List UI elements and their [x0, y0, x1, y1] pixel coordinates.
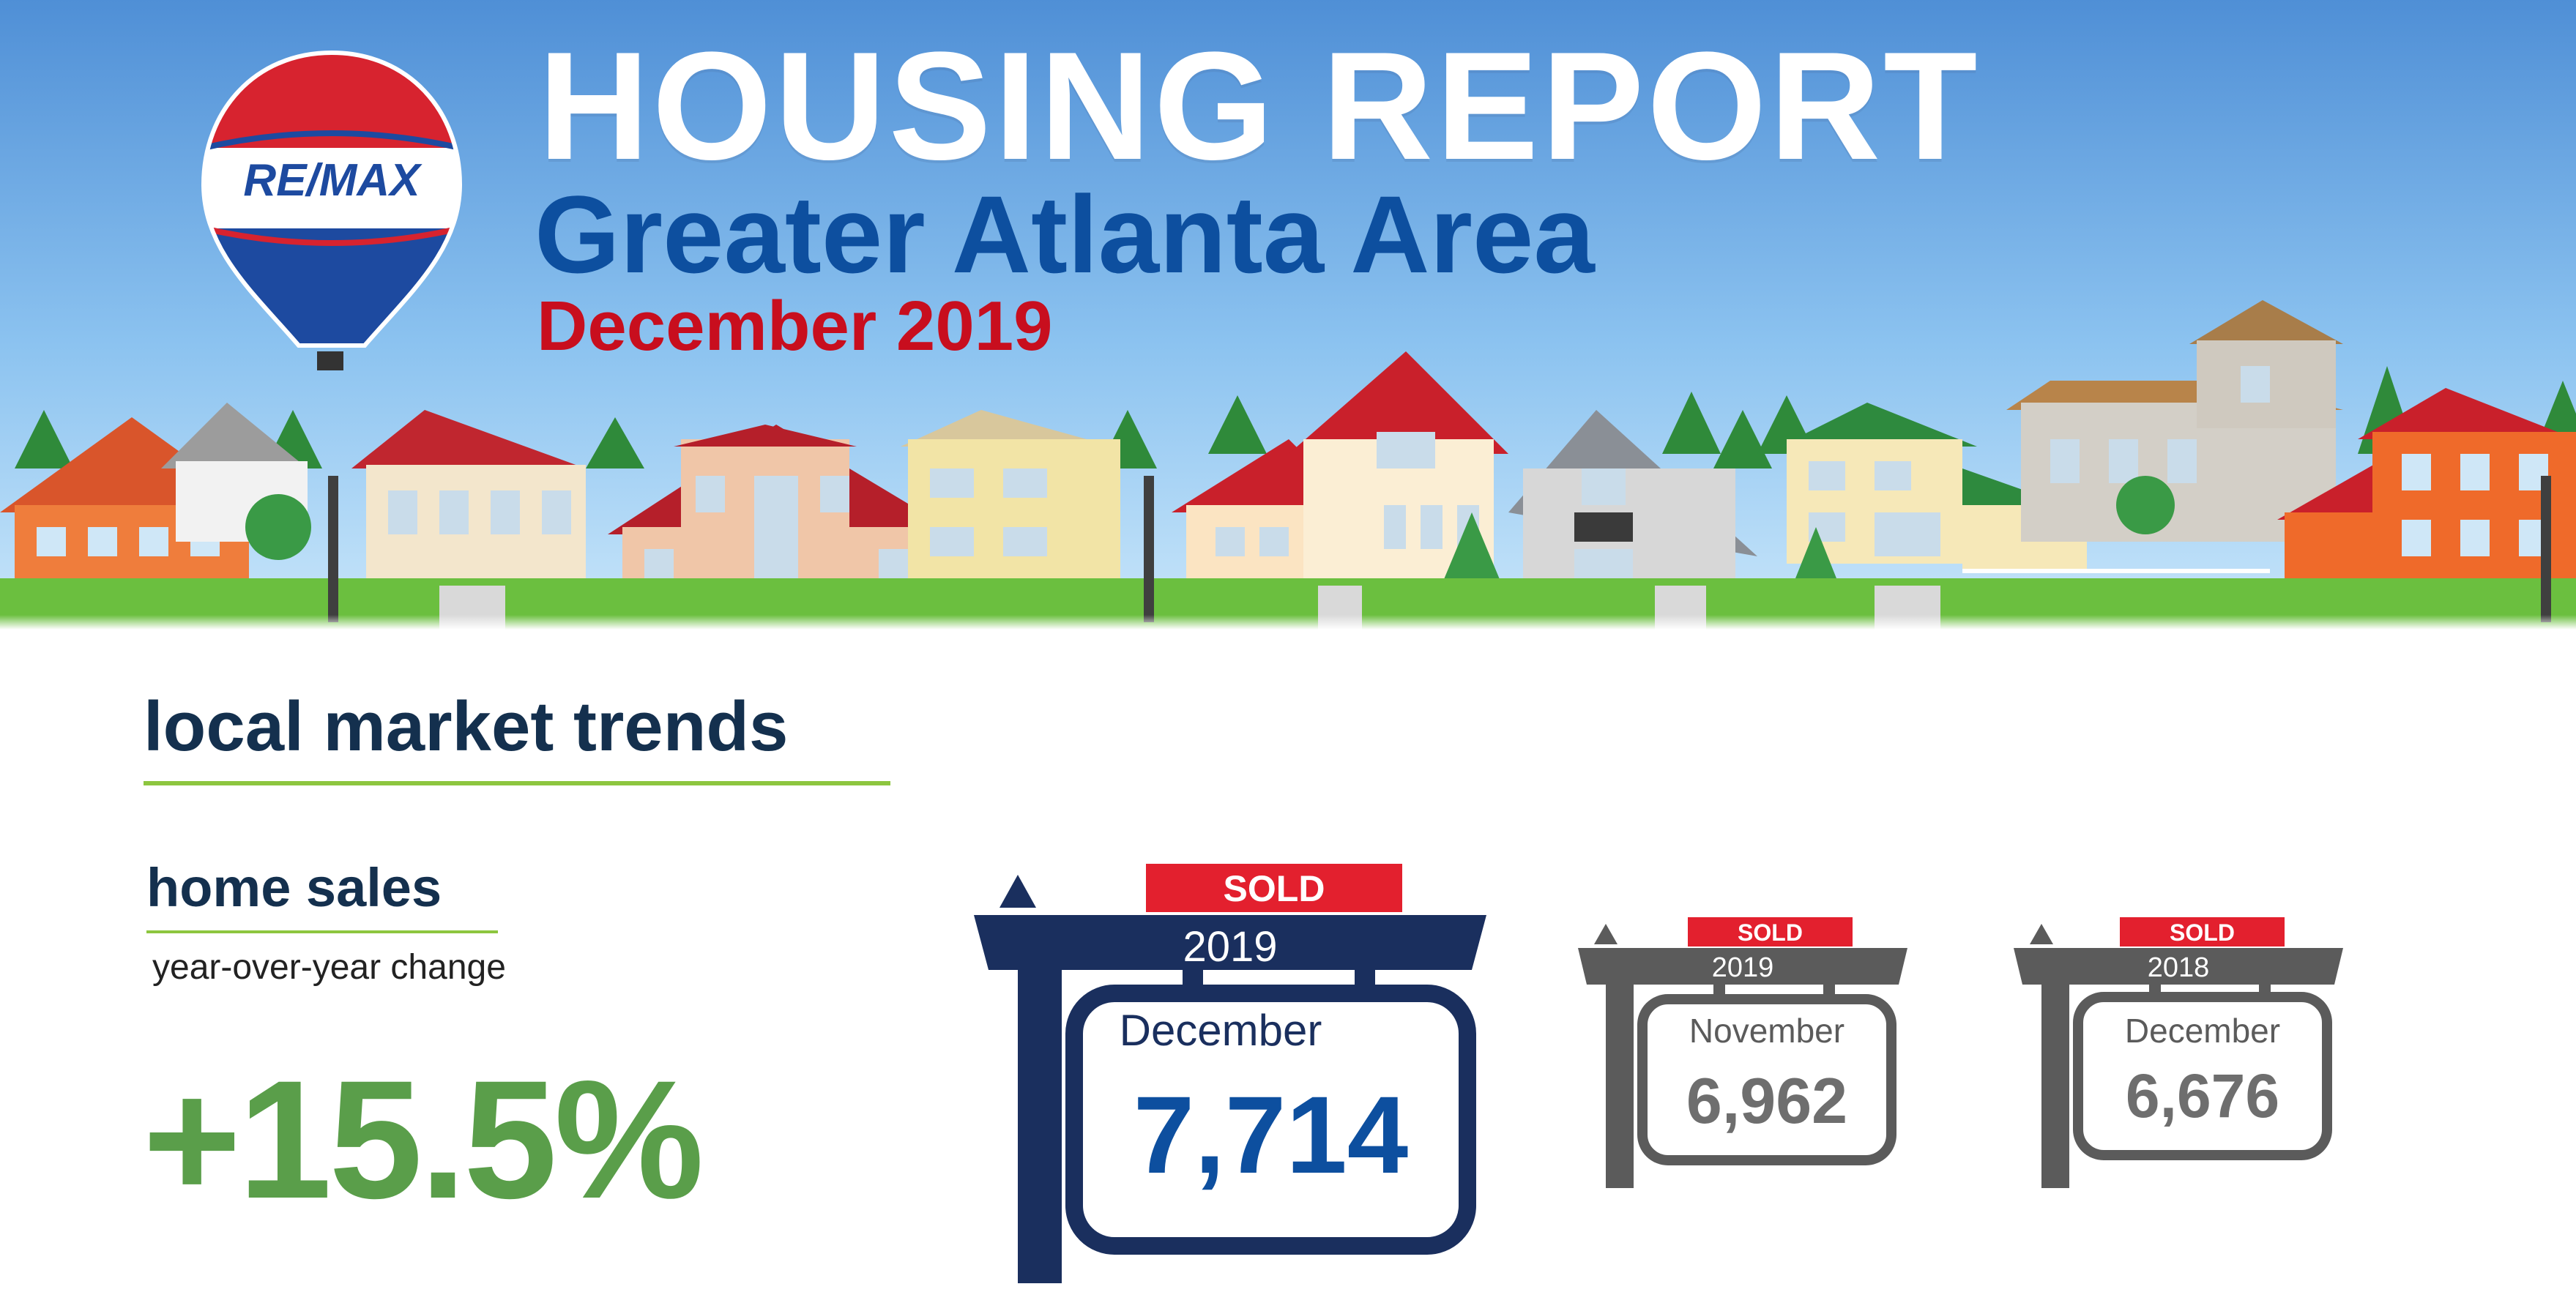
sign-month: November — [1689, 1012, 1845, 1050]
sign-post-graphic — [974, 864, 1486, 1283]
subsection-title: home sales — [146, 857, 442, 918]
sign-year: 2019 — [1711, 952, 1774, 983]
section-divider — [144, 781, 890, 785]
sign-year: 2018 — [2147, 952, 2210, 983]
sign-year: 2019 — [1183, 923, 1278, 971]
sign-value: 6,962 — [1686, 1064, 1848, 1137]
sign-month: December — [2124, 1012, 2281, 1050]
logo-text: RE/MAX — [243, 155, 422, 206]
sign-value: 7,714 — [1133, 1073, 1409, 1196]
report-date: December 2019 — [537, 287, 1053, 365]
remax-logo: RE/MAX — [196, 45, 467, 382]
house-illustrations — [0, 300, 2576, 608]
sold-sign-december-2018: SOLD 2018 December 6,676 — [2014, 915, 2343, 1190]
report-title: HOUSING REPORT — [538, 20, 1981, 192]
region-subtitle: Greater Atlanta Area — [535, 173, 1595, 296]
section-title: local market trends — [144, 687, 789, 766]
sold-sign-november-2019: SOLD 2019 November 6,962 — [1578, 915, 1907, 1190]
sold-badge: SOLD — [2170, 919, 2235, 946]
sign-post-graphic — [2014, 917, 2343, 1188]
sold-badge: SOLD — [1738, 919, 1803, 946]
yoy-caption: year-over-year change — [152, 948, 506, 987]
sold-sign-december-2019: SOLD 2019 December 7,714 — [974, 860, 1486, 1285]
subsection-divider — [146, 930, 498, 933]
sold-badge: SOLD — [1223, 868, 1325, 909]
yoy-change-value: +15.5% — [143, 1045, 704, 1233]
header-illustration — [0, 0, 2576, 630]
sign-post-graphic — [1578, 917, 1907, 1188]
sign-value: 6,676 — [2125, 1061, 2280, 1130]
sign-month: December — [1119, 1006, 1322, 1055]
